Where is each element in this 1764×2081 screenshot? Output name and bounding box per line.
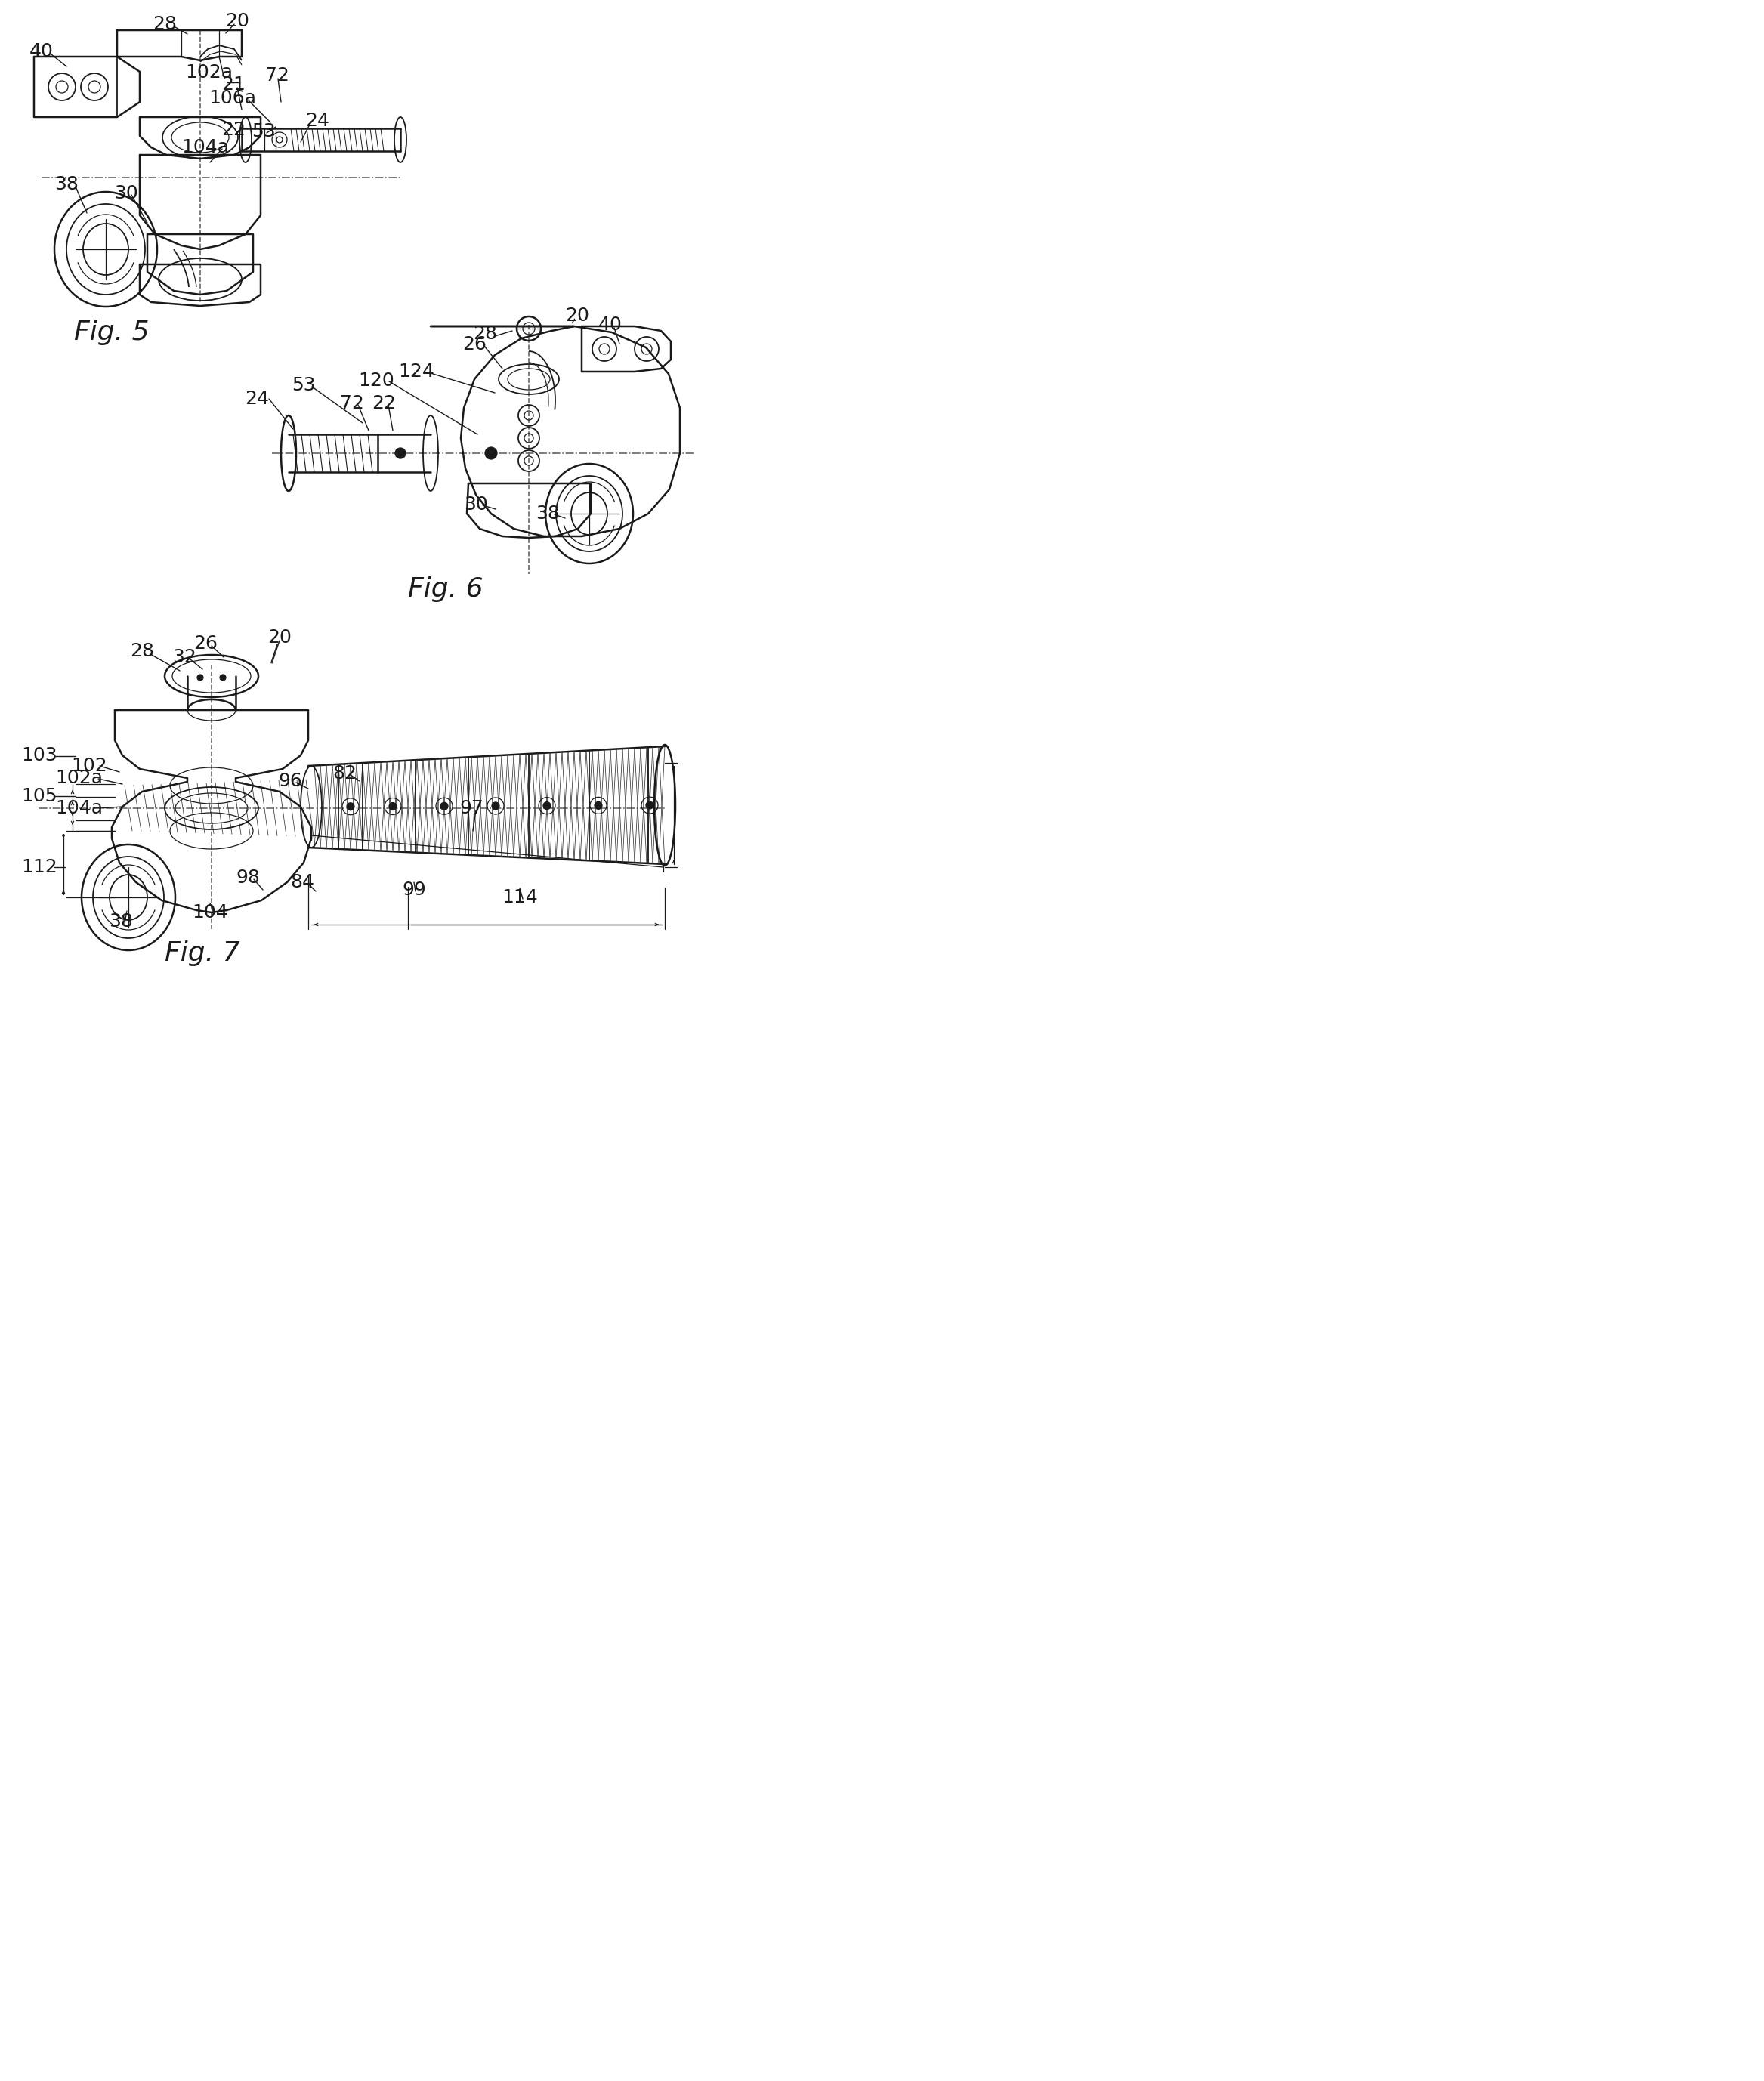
Text: 28: 28: [153, 15, 176, 33]
Text: 28: 28: [131, 643, 153, 660]
Text: 98: 98: [236, 868, 259, 887]
Text: 38: 38: [536, 504, 559, 522]
Text: 106a: 106a: [208, 89, 256, 108]
Circle shape: [390, 803, 397, 810]
Text: 20: 20: [226, 12, 249, 31]
Text: 28: 28: [473, 325, 497, 343]
Circle shape: [198, 674, 203, 680]
Text: Fig. 6: Fig. 6: [407, 576, 483, 601]
Circle shape: [348, 803, 355, 810]
Text: 102a: 102a: [55, 770, 102, 787]
Text: 20: 20: [564, 306, 589, 325]
Text: 102a: 102a: [185, 62, 233, 81]
Text: 97: 97: [459, 799, 483, 818]
Text: 38: 38: [55, 175, 79, 194]
Text: 30: 30: [115, 185, 138, 202]
Text: 112: 112: [21, 857, 56, 876]
Text: 104: 104: [192, 903, 228, 922]
Text: 103: 103: [21, 747, 56, 764]
Text: 99: 99: [402, 880, 425, 899]
Text: 102: 102: [71, 757, 108, 774]
Text: 40: 40: [598, 316, 623, 333]
Text: 53: 53: [291, 377, 316, 393]
Text: 26: 26: [462, 335, 487, 354]
Text: 120: 120: [358, 372, 395, 389]
Text: 21: 21: [222, 75, 245, 94]
Text: 30: 30: [464, 495, 489, 514]
Circle shape: [492, 801, 499, 810]
Text: 104a: 104a: [182, 137, 229, 156]
Text: Fig. 7: Fig. 7: [164, 941, 240, 966]
Circle shape: [220, 674, 226, 680]
Text: 26: 26: [194, 635, 217, 653]
Text: 124: 124: [399, 362, 434, 381]
Text: 22: 22: [372, 393, 395, 412]
Circle shape: [543, 801, 550, 810]
Text: 105: 105: [21, 787, 56, 805]
Circle shape: [441, 803, 448, 810]
Circle shape: [485, 447, 497, 460]
Text: 104a: 104a: [55, 799, 102, 818]
Text: 22: 22: [220, 121, 245, 139]
Text: 20: 20: [268, 628, 291, 647]
Text: 32: 32: [173, 647, 196, 666]
Text: 24: 24: [305, 112, 330, 129]
Text: 96: 96: [279, 772, 302, 791]
Text: 53: 53: [252, 123, 275, 142]
Circle shape: [594, 801, 602, 810]
Text: 72: 72: [265, 67, 289, 85]
Text: Fig. 5: Fig. 5: [74, 320, 150, 345]
Text: 40: 40: [30, 42, 53, 60]
Circle shape: [395, 447, 406, 458]
Text: 38: 38: [109, 911, 132, 930]
Text: 24: 24: [245, 389, 268, 408]
Circle shape: [646, 801, 653, 810]
Text: 72: 72: [340, 393, 363, 412]
Text: 82: 82: [332, 764, 356, 782]
Text: 84: 84: [289, 874, 314, 891]
Text: 114: 114: [501, 889, 538, 907]
